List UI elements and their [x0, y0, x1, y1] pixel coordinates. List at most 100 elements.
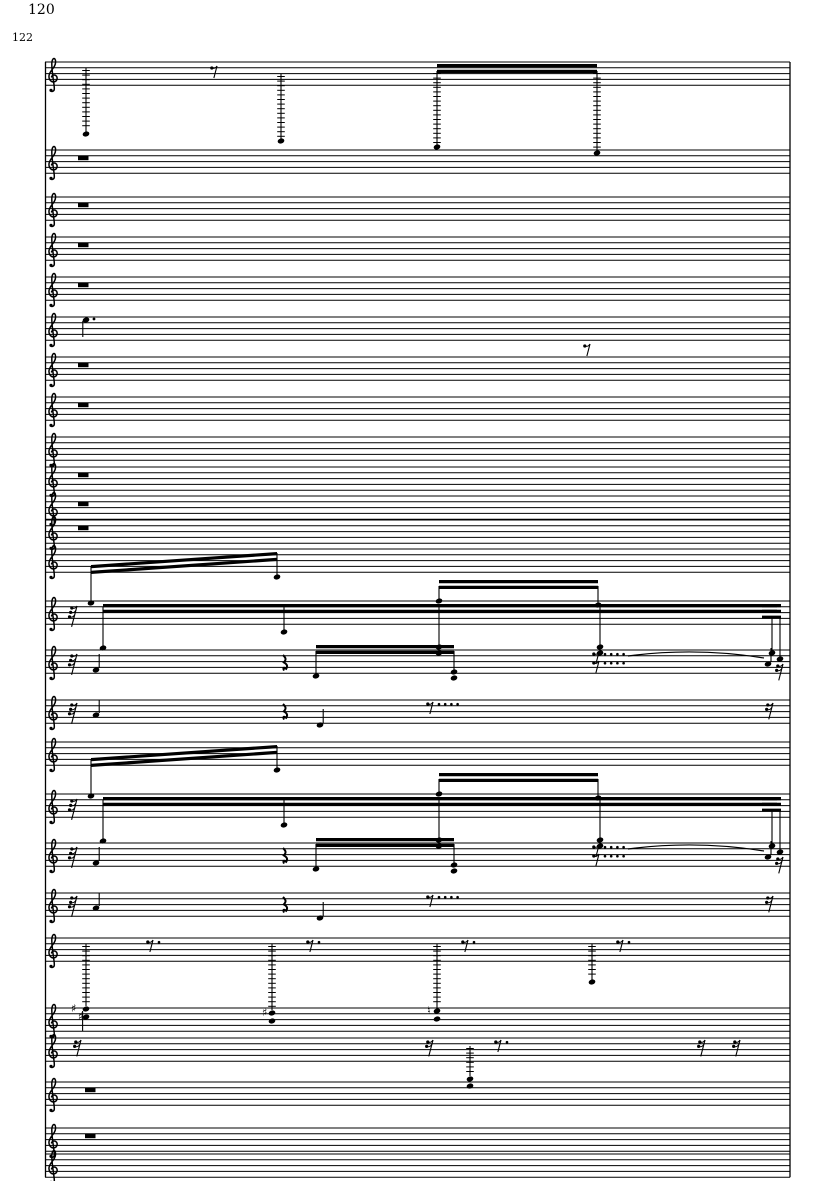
notehead: [593, 150, 601, 156]
beam: [91, 745, 277, 762]
rest-hook-dot: [69, 610, 73, 615]
notehead: [768, 650, 776, 656]
notehead: [435, 791, 443, 797]
rest-dot: [456, 702, 459, 706]
treble-clef-icon: [48, 544, 58, 580]
whole-rest: [78, 243, 89, 248]
treble-clef-icon: [48, 272, 58, 308]
sharp-accidental: ♯: [71, 1002, 76, 1015]
rest-stem: [595, 853, 600, 867]
notehead: [594, 795, 602, 801]
treble-clef-icon: [48, 392, 58, 428]
rest-hook-dot: [70, 896, 74, 900]
rest-dot: [450, 895, 453, 899]
beam: [103, 609, 777, 613]
notehead: [82, 1014, 90, 1020]
rest-stem: [213, 65, 218, 79]
notehead: [92, 712, 100, 718]
rest-hook-dot: [426, 895, 430, 899]
treble-clef-icon: [48, 888, 58, 924]
rest-stem: [586, 343, 591, 357]
rest-stem: [735, 1039, 741, 1057]
natural-accidental: ♮: [427, 1004, 431, 1017]
dotted-eighth-rest: [592, 853, 625, 867]
whole-rest: [78, 203, 89, 208]
staff-21: [45, 933, 790, 969]
notehead: [280, 629, 288, 635]
notehead: [466, 1076, 474, 1082]
notehead: [450, 669, 458, 675]
staff-5: [45, 272, 790, 308]
quarter-rest: [282, 703, 289, 721]
staff-14: [45, 596, 790, 632]
rest-dot: [450, 702, 453, 706]
staff-18: [45, 789, 790, 825]
staff-1: [45, 57, 790, 93]
rest-hook-dot: [776, 857, 780, 861]
thirty-second-rest: [67, 605, 78, 627]
rest-dot: [443, 895, 447, 899]
notehead: [99, 838, 107, 844]
rest-stem: [429, 894, 434, 908]
rest-hook-dot: [733, 1040, 737, 1044]
treble-clef-icon: [48, 596, 58, 632]
rest-dot: [456, 895, 459, 899]
notehead: [312, 866, 320, 872]
treble-clef-icon: [48, 933, 58, 969]
beam: [103, 797, 777, 801]
treble-clef-icon: [48, 789, 58, 825]
dotted-eighth-rest: [461, 939, 476, 953]
notehead: [92, 905, 100, 911]
staff-4: [45, 232, 790, 268]
staff-24: [45, 1077, 790, 1113]
treble-clef-icon: [48, 462, 58, 498]
beam: [762, 609, 781, 613]
treble-clef-icon: [48, 838, 58, 874]
rest-stem: [778, 663, 784, 681]
rest-hook-dot: [766, 703, 770, 707]
rest-hook-dot: [70, 799, 74, 803]
eighth-rest: [583, 343, 591, 357]
quarter-rest: [282, 654, 289, 672]
beam: [762, 802, 781, 806]
beam: [103, 604, 777, 608]
notehead: [596, 837, 604, 843]
rest-hook-dot: [592, 652, 596, 656]
staff-12: [45, 515, 790, 551]
beam: [316, 843, 454, 847]
notehead: [433, 1016, 441, 1022]
rest-hook-dot: [67, 712, 72, 716]
sixteenth-rest: [775, 856, 784, 874]
whole-rest: [78, 526, 89, 531]
notehead: [764, 661, 772, 667]
rest-dot: [437, 702, 441, 706]
beam: [439, 778, 598, 782]
sixteenth-rest: [765, 895, 774, 913]
notehead: [312, 673, 320, 679]
rest-hook-dot: [67, 905, 72, 909]
thirty-second-rest: [67, 702, 78, 724]
rest-dot: [609, 854, 613, 858]
quarter-rest: [282, 896, 289, 914]
rest-stem: [429, 701, 434, 715]
rest-dot: [157, 940, 161, 944]
notehead: [776, 849, 784, 855]
notehead: [588, 979, 596, 985]
sixteenth-rest: [775, 663, 784, 681]
dotted-eighth-rest: [306, 939, 321, 953]
notehead: [433, 1008, 441, 1014]
whole-rest: [78, 403, 89, 408]
treble-clef-icon: [48, 1003, 58, 1039]
staff-7: [45, 352, 790, 388]
thirty-second-rest: [67, 653, 78, 675]
rest-hook-dot: [732, 1044, 736, 1048]
treble-clef-icon: [48, 232, 58, 268]
staff-15: [45, 645, 790, 681]
beam: [103, 802, 777, 806]
notehead: [99, 645, 107, 651]
treble-clef-icon: [48, 312, 58, 348]
beam: [91, 552, 277, 569]
notehead: [82, 131, 90, 137]
rest-stem: [309, 939, 314, 953]
notehead: [764, 854, 772, 860]
